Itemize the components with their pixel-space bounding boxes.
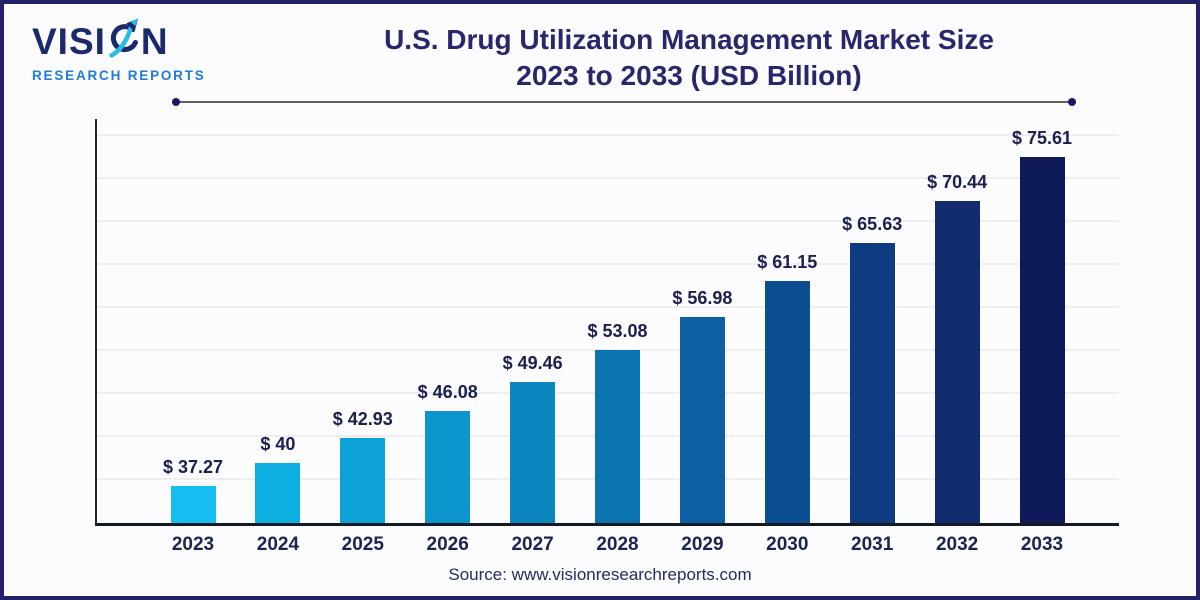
bar-value-label-2023: $ 37.27 [162, 457, 224, 478]
bar-2031 [849, 242, 895, 523]
bar-2028 [595, 350, 640, 523]
underline-left-dot [172, 98, 180, 106]
bar-value-label-2033: $ 75.61 [1011, 127, 1073, 148]
gridline [97, 306, 1119, 309]
bar-value-label-2029: $ 56.98 [672, 287, 733, 308]
plot-area: $ 37.27 2023 $ 40 2024 $ 42.93 2025 $ 46.08 202… [95, 119, 1119, 555]
gridline [97, 177, 1119, 180]
bar-2023 [170, 486, 216, 523]
x-tick-label-2033: 2033 [1020, 534, 1064, 555]
gridline [97, 134, 1119, 137]
bar-value-label-2027: $ 49.46 [502, 352, 563, 373]
x-tick-label-2027: 2027 [511, 534, 554, 555]
underline-right-dot [1068, 98, 1076, 106]
bar-value-label-2030: $ 61.15 [757, 252, 818, 273]
bar-value-label-2026: $ 46.08 [417, 381, 478, 402]
x-tick-label-2032: 2032 [935, 534, 979, 555]
bar-2024 [255, 462, 301, 523]
bar-value-label-2025: $ 42.93 [332, 408, 393, 429]
gridline [97, 220, 1119, 223]
x-tick-label-2023: 2023 [171, 534, 215, 555]
bar-value-label-2032: $ 70.44 [927, 172, 988, 193]
x-tick-label-2028: 2028 [596, 534, 639, 555]
x-tick-label-2024: 2024 [256, 534, 300, 555]
x-tick-label-2029: 2029 [681, 534, 724, 555]
logo: VISI N RESEARCH REPORTS [32, 18, 206, 83]
x-tick-label-2026: 2026 [426, 534, 469, 555]
x-tick-label-2030: 2030 [766, 534, 809, 555]
logo-word-suffix: N [140, 20, 169, 62]
bar-2026 [425, 410, 471, 523]
bar-2025 [340, 437, 386, 523]
chart-title: U.S. Drug Utilization Management Market … [264, 22, 1114, 95]
title-underline [172, 98, 1076, 106]
logo-subtitle: RESEARCH REPORTS [32, 68, 206, 83]
logo-word-prefix: VISI [32, 20, 106, 62]
chart-title-line2: 2023 to 2033 (USD Billion) [516, 60, 862, 92]
bar-2030 [764, 281, 810, 523]
bar-value-label-2028: $ 53.08 [587, 321, 648, 342]
bar-2033 [1019, 156, 1065, 523]
source-text: Source: www.visionresearchreports.com [448, 565, 752, 584]
bar-2029 [679, 316, 725, 523]
x-tick-label-2025: 2025 [341, 534, 384, 555]
x-tick-label-2031: 2031 [851, 534, 894, 555]
bar-value-label-2024: $ 40 [260, 433, 296, 454]
gridline [97, 263, 1119, 266]
bar-value-label-2031: $ 65.63 [842, 213, 903, 234]
gridline [97, 349, 1119, 352]
bar-2027 [510, 381, 556, 523]
logo-wordmark: VISI N [32, 18, 206, 64]
bar-2032 [934, 201, 980, 523]
chart-title-line1: U.S. Drug Utilization Management Market … [384, 24, 994, 55]
growth-arrow-icon [109, 18, 139, 58]
